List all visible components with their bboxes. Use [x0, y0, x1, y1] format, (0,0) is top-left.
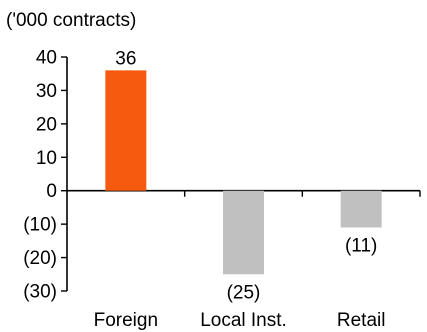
x-tick-labels: Foreign Local Inst. Retail: [94, 310, 386, 331]
y-tick-label: 10: [36, 148, 57, 169]
data-label: (11): [345, 235, 377, 256]
bar-retail: [340, 190, 382, 228]
y-tick-label: 20: [36, 114, 57, 135]
data-label: (25): [227, 282, 261, 303]
unit-label: ('000 contracts): [6, 10, 136, 31]
y-tick-label: (30): [23, 282, 57, 303]
y-tick-label: 40: [36, 48, 57, 69]
x-tick-label: Retail: [337, 310, 386, 331]
y-tick-label: (10): [23, 215, 57, 236]
y-axis: 40 30 20 10 0 (10) (20) (30): [23, 48, 68, 303]
bar-local-inst: [223, 190, 264, 275]
x-tick-label: Local Inst.: [200, 310, 287, 331]
data-label: 36: [115, 48, 136, 69]
x-tick-label: Foreign: [94, 310, 158, 331]
bars: [105, 70, 382, 275]
y-tick-label: 30: [36, 81, 57, 102]
data-labels: 36 (25) (11): [115, 48, 377, 303]
y-tick-label: (20): [23, 248, 57, 269]
y-tick-label: 0: [46, 181, 57, 202]
bar-foreign: [105, 70, 147, 191]
